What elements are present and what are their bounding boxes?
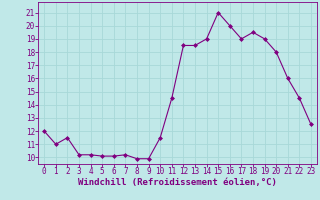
X-axis label: Windchill (Refroidissement éolien,°C): Windchill (Refroidissement éolien,°C) bbox=[78, 178, 277, 187]
